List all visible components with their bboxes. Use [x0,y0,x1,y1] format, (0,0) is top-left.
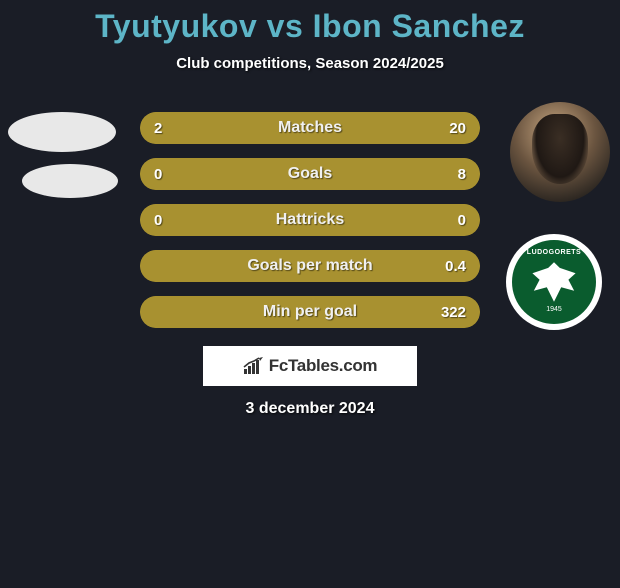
stat-label: Goals [140,158,480,190]
club-badge-year: 1945 [546,306,562,313]
stat-label: Goals per match [140,250,480,282]
stat-row: Hattricks0 0 [140,204,480,236]
comparison-panel: LUDOGORETS 1945 Matches220Goals08Hattric… [0,112,620,328]
stat-row: Goals0 8 [140,158,480,190]
stat-value-right: 0.4 [445,250,466,282]
site-logo: FcTables.com [203,346,417,386]
page-title: Tyutyukov vs Ibon Sanchez [0,8,620,45]
stat-value-left: 0 [154,204,162,236]
stat-row: Goals per match0.4 [140,250,480,282]
stat-row: Min per goal322 [140,296,480,328]
stat-value-left: 0 [154,158,162,190]
player-right-avatar [510,102,610,202]
subtitle: Club competitions, Season 2024/2025 [0,55,620,72]
player-left-avatar [8,112,116,152]
stat-row: Matches2 20 [140,112,480,144]
chart-icon [243,357,265,375]
stat-label: Matches [140,112,480,144]
stat-value-right: 20 [449,112,466,144]
site-logo-text: FcTables.com [269,356,378,376]
stat-value-right: 8 [458,158,466,190]
player-left-club-badge [22,164,118,198]
club-badge-name: LUDOGORETS [527,249,581,256]
player-right-club-badge: LUDOGORETS 1945 [506,234,602,330]
stat-value-left: 2 [154,112,162,144]
stat-value-right: 322 [441,296,466,328]
stat-value-right: 0 [458,204,466,236]
snapshot-date: 3 december 2024 [0,400,620,418]
stat-bars: Matches220Goals08Hattricks00Goals per ma… [140,112,480,328]
eagle-icon [530,260,578,304]
stat-label: Min per goal [140,296,480,328]
stat-label: Hattricks [140,204,480,236]
